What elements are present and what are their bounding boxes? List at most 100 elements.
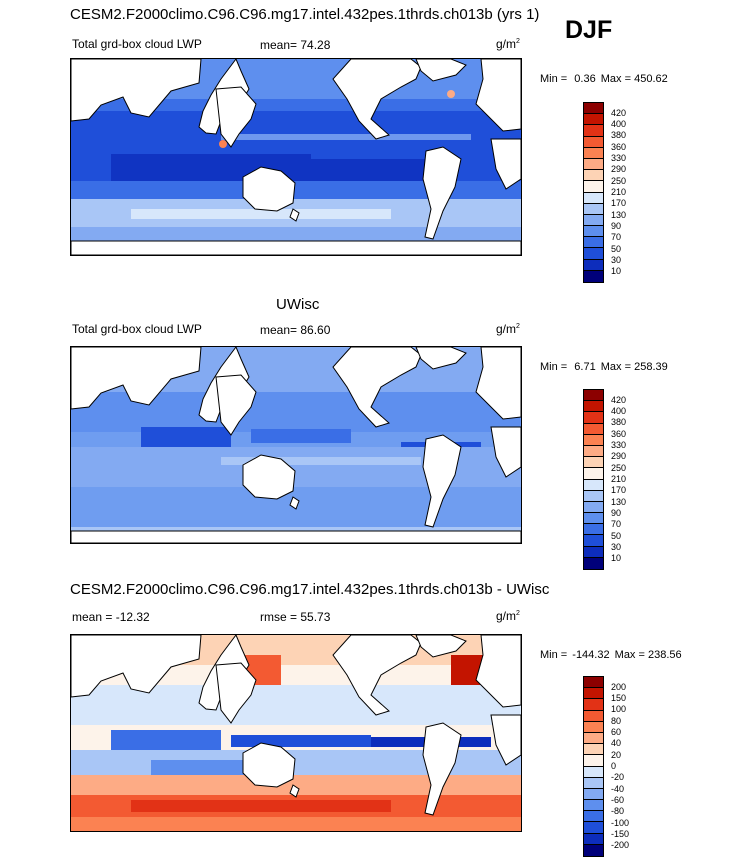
- colorbar-level-label: 30: [611, 254, 622, 265]
- panel1-variable: Total grd-box cloud LWP: [72, 37, 202, 51]
- colorbar-swatch: [584, 744, 603, 756]
- colorbar-swatch: [584, 125, 603, 137]
- colorbar-level-label: 50: [611, 530, 622, 541]
- colorbar-level-label: 90: [611, 507, 622, 518]
- panel2-minmax: Min = 6.71 Max = 258.39: [540, 361, 668, 373]
- colorbar-level-label: -80: [611, 806, 625, 817]
- colorbar-swatch: [584, 677, 603, 689]
- figure-title-bottom: CESM2.F2000climo.C96.C96.mg17.intel.432p…: [70, 581, 550, 598]
- colorbar-level-label: -200: [611, 840, 630, 851]
- colorbar-swatch: [584, 248, 603, 260]
- panel2-max-value: 258.39: [634, 361, 668, 373]
- colorbar-level-label: 250: [611, 462, 627, 473]
- colorbar-swatch: [584, 214, 603, 227]
- colorbar-level-label: 20: [611, 749, 622, 760]
- colorbar-swatch: [584, 226, 603, 238]
- colorbar-level-label: 380: [611, 417, 627, 428]
- colorbar-level-label: 200: [611, 681, 627, 692]
- colorbar-swatch: [584, 513, 603, 525]
- panel1-units-text: g/m: [496, 37, 517, 51]
- colorbar-swatch: [584, 270, 603, 282]
- colorbar-swatch: [584, 445, 603, 458]
- figure-title-top: CESM2.F2000climo.C96.C96.mg17.intel.432p…: [70, 6, 540, 23]
- panel2-min-value: 6.71: [574, 361, 596, 373]
- colorbar-level-label: -40: [611, 783, 625, 794]
- panel3-min-value: -144.32: [572, 649, 610, 661]
- colorbar-level-label: -100: [611, 817, 630, 828]
- colorbar-swatch: [584, 557, 603, 569]
- colorbar-level-label: -60: [611, 794, 625, 805]
- colorbar-level-label: 380: [611, 130, 627, 141]
- colorbar-swatch: [584, 833, 603, 845]
- panel3-max-value: 238.56: [647, 649, 682, 661]
- panel1-map: [70, 58, 522, 256]
- colorbar-swatch: [584, 710, 603, 722]
- panel3-min-label: Min =: [540, 649, 568, 661]
- colorbar-swatch: [584, 535, 603, 547]
- panel2-units-exp: 2: [516, 323, 520, 330]
- panel3-units-text: g/m: [496, 609, 517, 623]
- colorbar-swatch: [584, 114, 603, 126]
- panel1-units-exp: 2: [516, 38, 520, 45]
- colorbar-level-label: 330: [611, 440, 627, 451]
- colorbar-level-label: 130: [611, 496, 627, 507]
- panel2-units-text: g/m: [496, 322, 517, 336]
- colorbar-swatch: [584, 755, 603, 767]
- colorbar-level-label: 420: [611, 394, 627, 405]
- panel2-map: [70, 346, 522, 544]
- colorbar-level-label: 210: [611, 474, 627, 484]
- panel1-mean-value: 74.28: [300, 38, 331, 52]
- colorbar-swatch: [584, 147, 603, 159]
- colorbar-swatch: [584, 401, 603, 413]
- colorbar-level-label: 210: [611, 187, 627, 197]
- panel1-max-label: Max =: [600, 73, 632, 85]
- panel1-mean-label: mean=: [260, 38, 298, 52]
- panel3-units: g/m2: [496, 609, 520, 623]
- colorbar-swatch: [584, 546, 603, 558]
- panel1-min-value: 0.36: [574, 73, 596, 85]
- colorbar-level-label: 60: [611, 727, 622, 738]
- panel3-map: [70, 634, 522, 832]
- colorbar-level-label: 360: [611, 141, 627, 152]
- colorbar-swatch: [584, 158, 603, 171]
- colorbar-swatch: [584, 490, 603, 502]
- colorbar-level-label: 250: [611, 175, 627, 186]
- panel1-mean: mean= 74.28: [260, 38, 330, 52]
- colorbar-level-label: 290: [611, 451, 627, 462]
- colorbar-level-label: 10: [611, 266, 622, 277]
- colorbar-level-label: 50: [611, 243, 622, 254]
- colorbar-level-label: 400: [611, 406, 627, 417]
- panel2-units: g/m2: [496, 322, 520, 336]
- panel2-min-label: Min =: [540, 361, 568, 373]
- colorbar-level-label: 70: [611, 519, 622, 530]
- panel2-mean-label: mean=: [260, 323, 298, 337]
- colorbar-swatch: [584, 423, 603, 435]
- colorbar-swatch: [584, 390, 603, 402]
- colorbar-swatch: [584, 811, 603, 823]
- colorbar-swatch: [584, 170, 603, 182]
- panel2-mean-value: 86.60: [300, 323, 331, 337]
- panel2-mean: mean= 86.60: [260, 323, 330, 337]
- colorbar-level-label: 330: [611, 153, 627, 164]
- panel1-colorbar: [583, 102, 604, 283]
- colorbar-level-label: 360: [611, 428, 627, 439]
- panel3-rmse: rmse = 55.73: [260, 610, 330, 624]
- panel3-mean-label: mean =: [72, 610, 113, 624]
- colorbar-swatch: [584, 732, 603, 745]
- panel2-max-label: Max =: [600, 361, 632, 373]
- colorbar-level-label: 10: [611, 553, 622, 564]
- colorbar-swatch: [584, 181, 603, 193]
- colorbar-level-label: 80: [611, 715, 622, 726]
- colorbar-level-label: 0: [611, 761, 617, 771]
- colorbar-swatch: [584, 203, 603, 215]
- colorbar-level-label: 30: [611, 541, 622, 552]
- colorbar-level-label: 90: [611, 220, 622, 231]
- panel3-minmax: Min = -144.32 Max = 238.56: [540, 649, 682, 661]
- colorbar-level-label: 70: [611, 232, 622, 243]
- colorbar-swatch: [584, 777, 603, 789]
- colorbar-level-label: 170: [611, 198, 627, 209]
- panel2-title: UWisc: [276, 296, 320, 313]
- colorbar-swatch: [584, 800, 603, 812]
- panel1-minmax: Min = 0.36 Max = 450.62: [540, 73, 668, 85]
- colorbar-swatch: [584, 103, 603, 115]
